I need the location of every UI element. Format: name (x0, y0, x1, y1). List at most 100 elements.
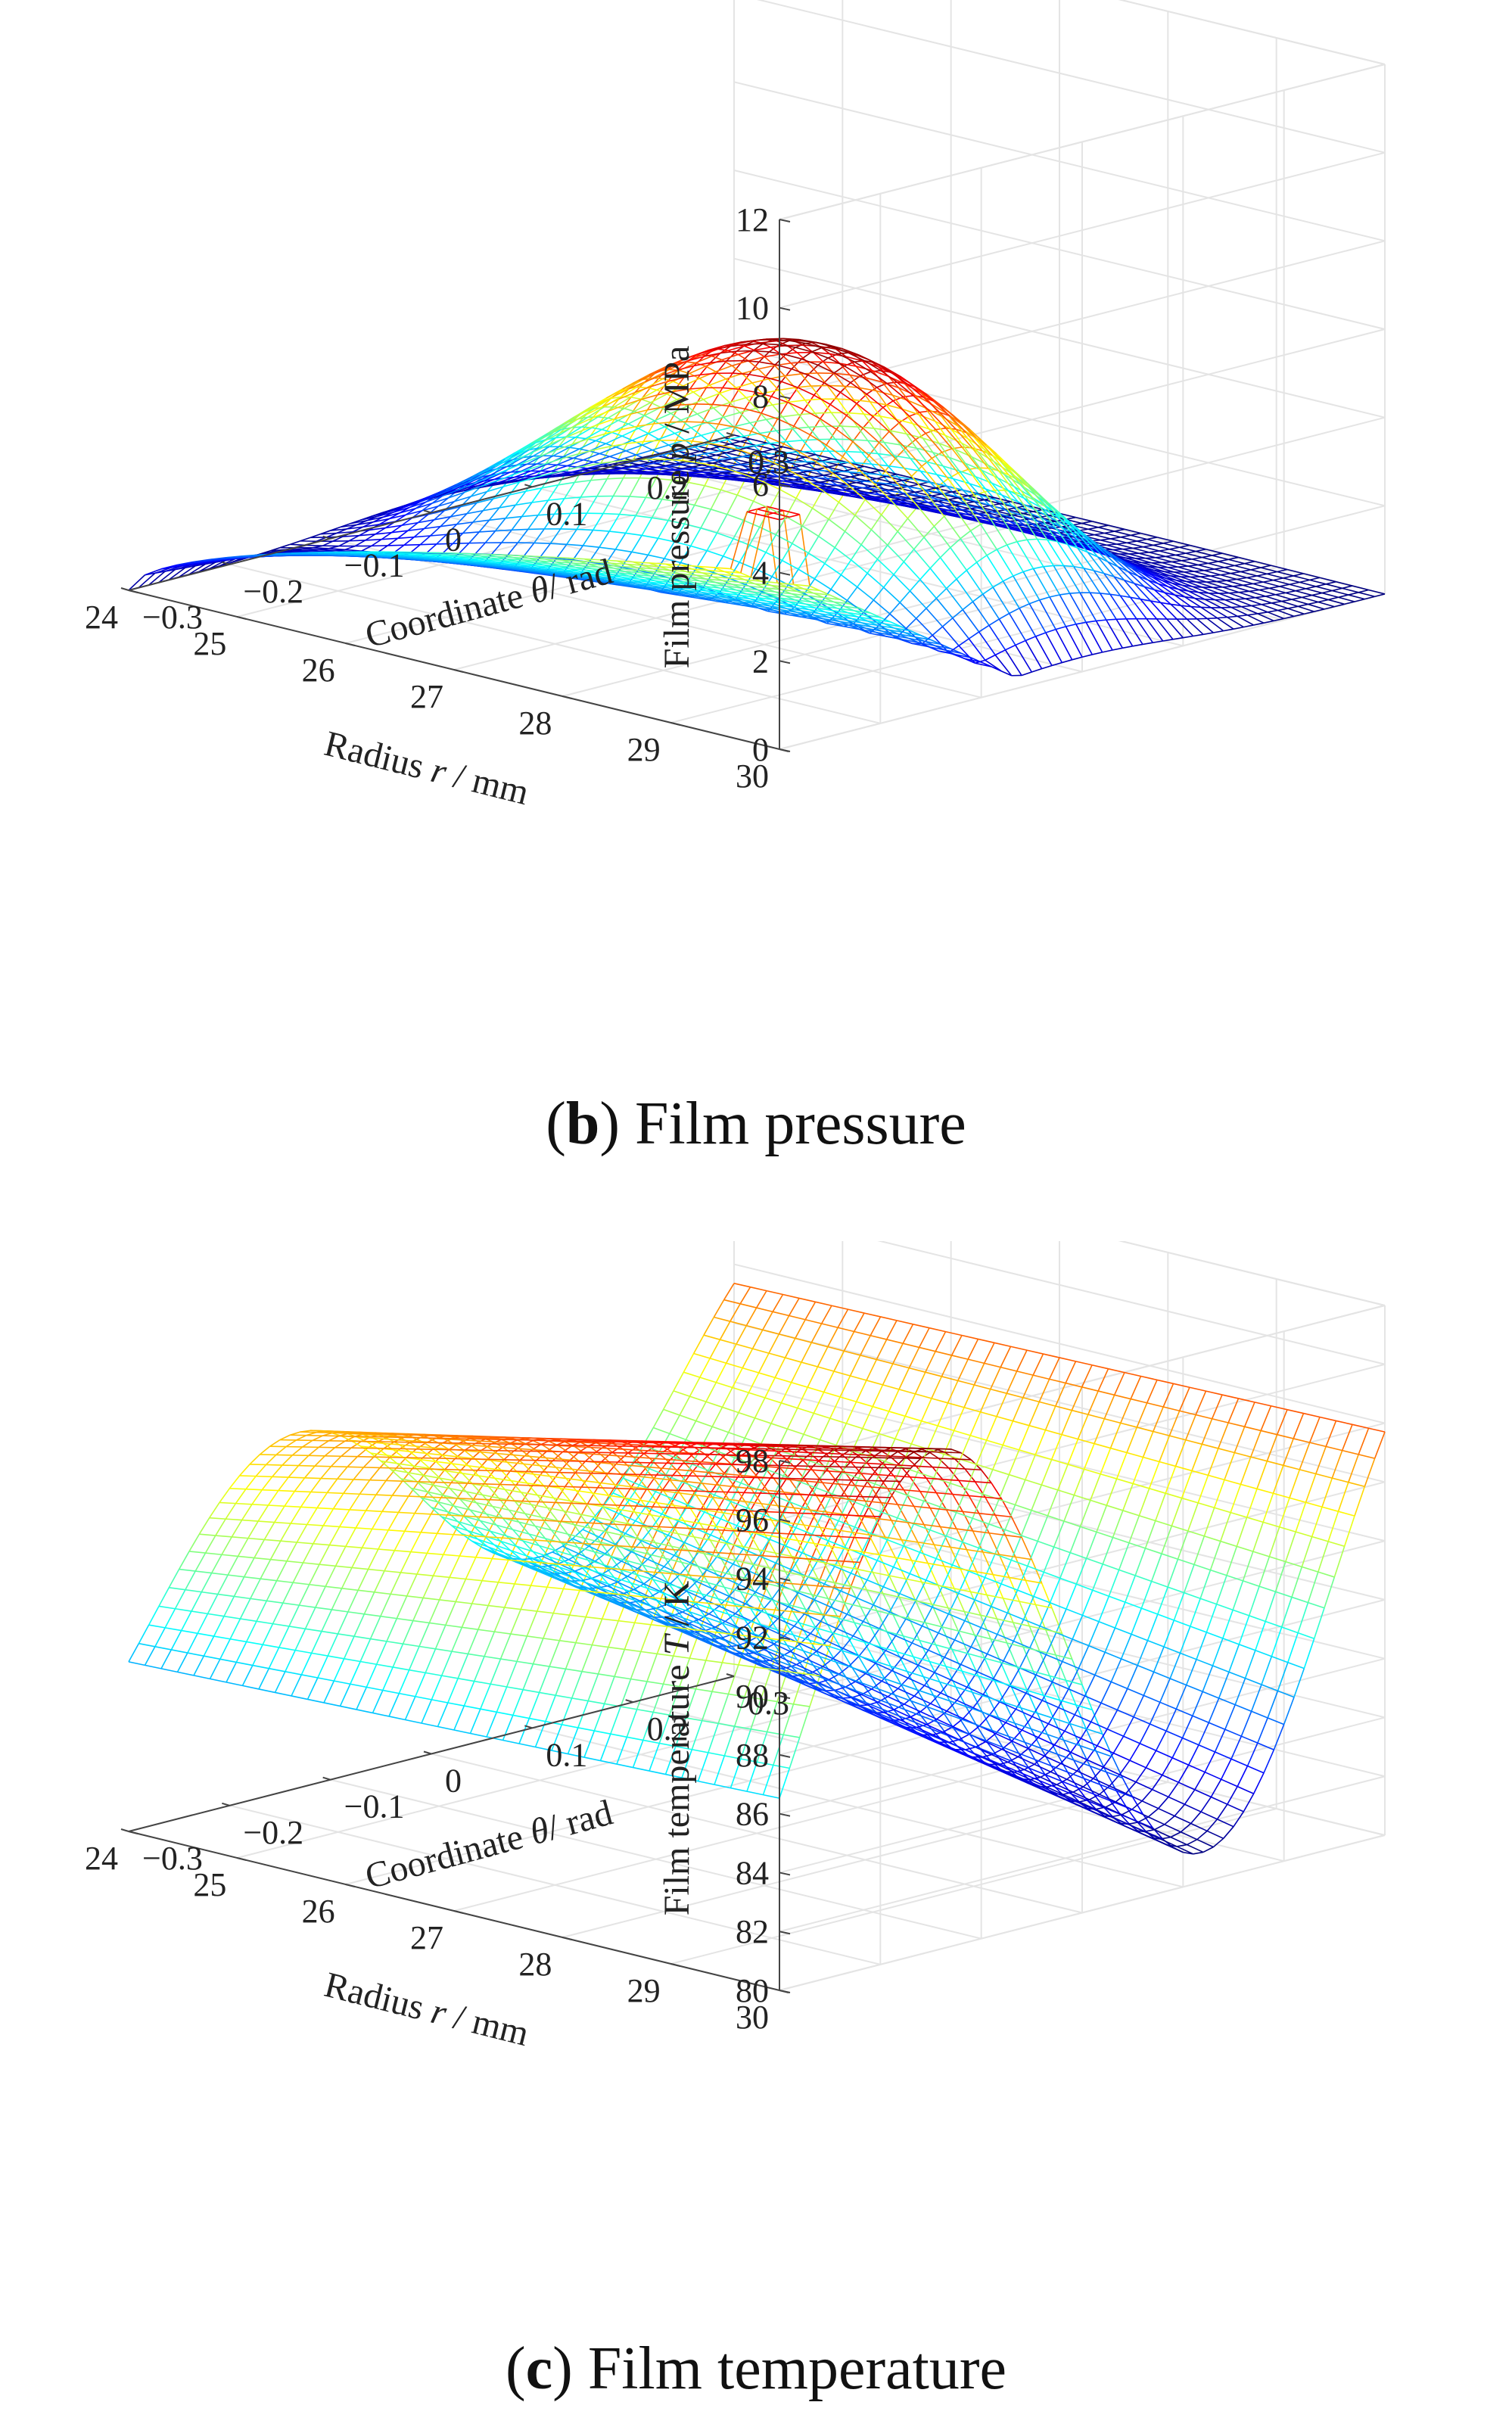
mesh-line (686, 406, 698, 415)
mesh-line (648, 554, 665, 559)
mesh-line (835, 484, 853, 490)
mesh-line (1332, 587, 1342, 592)
mesh-line (880, 469, 898, 475)
mesh-line (1250, 569, 1268, 575)
mesh-line (640, 389, 658, 400)
mesh-line (571, 437, 589, 445)
mesh-line (529, 462, 546, 470)
mesh-line (843, 625, 860, 630)
mesh-line (885, 404, 898, 420)
mesh-line (867, 621, 885, 625)
mesh-line (795, 599, 812, 603)
mesh-line (989, 504, 1006, 511)
mesh-line (1115, 618, 1134, 647)
mesh-line (617, 469, 634, 473)
mesh-line (1073, 565, 1084, 569)
mesh-line (657, 390, 674, 396)
mesh-line (814, 412, 826, 427)
mesh-line (658, 537, 675, 543)
mesh-line (1139, 552, 1156, 559)
mesh-line (1224, 599, 1242, 608)
mesh-line (470, 552, 487, 555)
mesh-line (972, 447, 989, 469)
mesh-line (1204, 568, 1215, 571)
mesh-line (428, 509, 445, 515)
mesh-line (495, 518, 506, 532)
mesh-line (873, 587, 885, 601)
mesh-line (1015, 639, 1026, 646)
mesh-line (854, 468, 871, 474)
mesh-line (966, 505, 984, 510)
mesh-line (731, 365, 743, 375)
mesh-line (1214, 568, 1231, 574)
mesh-line (1153, 543, 1164, 546)
mesh-line (752, 350, 770, 353)
mesh-line (906, 433, 923, 439)
mesh-line (1204, 599, 1222, 608)
mesh-line (810, 434, 827, 446)
mesh-line (531, 487, 543, 503)
mesh-line (1277, 608, 1288, 611)
mesh-line (708, 344, 725, 351)
mesh-line (1089, 592, 1107, 621)
mesh-line (855, 462, 872, 465)
mesh-line (474, 542, 486, 555)
mesh-line (269, 549, 287, 552)
mesh-line (1153, 589, 1171, 605)
mesh-line (592, 410, 609, 419)
mesh-line (717, 426, 734, 432)
mesh-line (1109, 593, 1121, 596)
mesh-line (779, 597, 795, 601)
mesh-line (1354, 1486, 1366, 1517)
mesh-line (1029, 599, 1040, 605)
mesh-line (431, 497, 449, 504)
mesh-line (911, 475, 929, 496)
mesh-line (487, 486, 504, 493)
mesh-line (1093, 570, 1111, 595)
mesh-line (889, 602, 901, 615)
mesh-line (920, 470, 938, 475)
mesh-line (453, 491, 465, 503)
mesh-line (791, 358, 802, 370)
mesh-line (870, 632, 886, 637)
mesh-line (1062, 659, 1072, 664)
mesh-line (899, 602, 917, 619)
mesh-line (698, 462, 715, 467)
mesh-line (782, 483, 798, 487)
mesh-line (872, 415, 890, 432)
mesh-line (709, 446, 720, 450)
mesh-line (821, 605, 838, 609)
mesh-line (672, 479, 689, 484)
mesh-line (1327, 596, 1339, 601)
mesh-line (649, 465, 667, 469)
mesh-line (1186, 580, 1203, 588)
mesh-line (1069, 593, 1087, 623)
mesh-line (1162, 543, 1180, 548)
mesh-line (442, 543, 453, 554)
mesh-line (733, 426, 745, 437)
mesh-line (767, 436, 784, 445)
mesh-line (630, 409, 648, 415)
mesh-line (471, 467, 490, 478)
mesh-line (625, 444, 642, 452)
mesh-line (922, 437, 934, 453)
mesh-line (458, 482, 475, 491)
mesh-line (880, 369, 898, 383)
mesh-line (816, 461, 833, 474)
mesh-line (1019, 484, 1031, 497)
mesh-line (850, 381, 867, 395)
mesh-line (1198, 592, 1215, 601)
mesh-line (913, 549, 931, 569)
mesh-line (776, 340, 788, 347)
mesh-line (978, 624, 990, 633)
mesh-line (1226, 578, 1237, 581)
mesh-line (1154, 589, 1165, 593)
mesh-line (829, 353, 841, 364)
mesh-line (1098, 524, 1109, 528)
mesh-line (467, 480, 484, 489)
mesh-line (730, 440, 741, 445)
theta-axis-name: Coordinate (361, 573, 536, 656)
mesh-line (1374, 1431, 1386, 1459)
mesh-line (656, 459, 673, 464)
mesh-line (675, 463, 692, 468)
